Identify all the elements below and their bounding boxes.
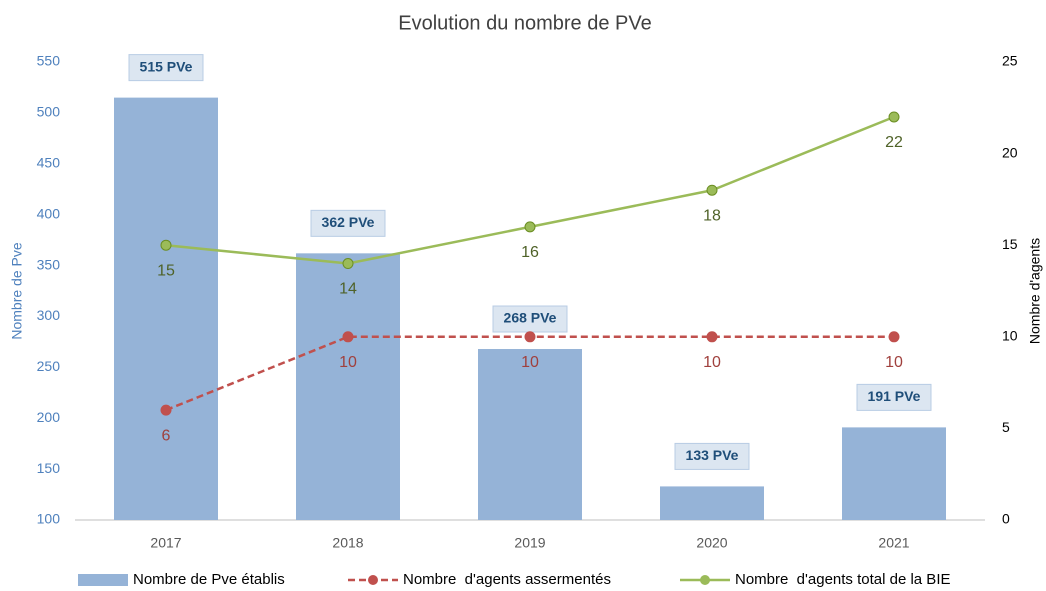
y-tick-label: 450 [37,154,61,170]
legend-label: Nombre d'agents assermentés [403,571,611,588]
data-label: 22 [885,134,903,151]
data-label-box [492,305,568,333]
bar [114,97,218,520]
data-label: 268 PVe [504,310,557,326]
legend-marker [700,575,710,585]
chart-title: Evolution du nombre de PVe [398,12,652,34]
data-label: 16 [521,244,539,261]
y-tick-label: 100 [37,511,61,527]
data-label: 191 PVe [868,388,921,404]
data-label: 515 PVe [140,58,193,74]
point [342,331,354,343]
data-label: 6 [162,427,171,444]
point [342,258,354,270]
y2-tick-label: 5 [1002,419,1010,435]
point [160,239,172,251]
bar [478,349,582,520]
data-label-box [310,209,386,237]
data-label-box [856,383,932,411]
point [160,404,172,416]
y2-tick-label: 15 [1002,236,1018,252]
bar [296,253,400,520]
bar [660,486,764,520]
y-tick-label: 200 [37,409,61,425]
data-label: 10 [885,354,903,371]
y-tick-label: 300 [37,307,61,323]
y2-tick-label: 0 [1002,511,1010,527]
x-tick-label: 2019 [514,535,545,551]
point [524,221,536,233]
y2-tick-label: 20 [1002,144,1018,160]
y-tick-label: 250 [37,358,61,374]
point [888,331,900,343]
legend-label: Nombre de Pve établis [133,571,285,588]
data-label-box [128,54,204,82]
x-tick-label: 2021 [878,535,909,551]
x-tick-label: 2017 [150,535,181,551]
y2-axis-label: Nombre d'agents [1027,238,1043,344]
point [706,184,718,196]
x-tick-label: 2018 [332,535,363,551]
y-tick-label: 350 [37,256,61,272]
legend-swatch [78,574,128,586]
y-tick-label: 400 [37,205,61,221]
y-tick-label: 150 [37,460,61,476]
legend-marker [368,575,378,585]
bar [842,427,946,520]
data-label: 362 PVe [322,214,375,230]
x-tick-label: 2020 [696,535,727,551]
point [706,331,718,343]
y-tick-label: 550 [37,53,61,69]
y2-tick-label: 25 [1002,53,1018,69]
data-label: 10 [521,354,539,371]
legend-label: Nombre d'agents total de la BIE [735,571,951,588]
y2-tick-label: 10 [1002,328,1018,344]
point [524,331,536,343]
data-label: 10 [339,354,357,371]
y-tick-label: 500 [37,104,61,120]
data-label: 133 PVe [686,447,739,463]
y-axis-label: Nombre de Pve [9,242,25,339]
data-label: 14 [339,281,357,298]
line [165,115,895,265]
point [888,111,900,123]
data-label: 15 [157,262,175,279]
data-label: 18 [703,207,721,224]
data-label-box [674,442,750,470]
data-label: 10 [703,354,721,371]
